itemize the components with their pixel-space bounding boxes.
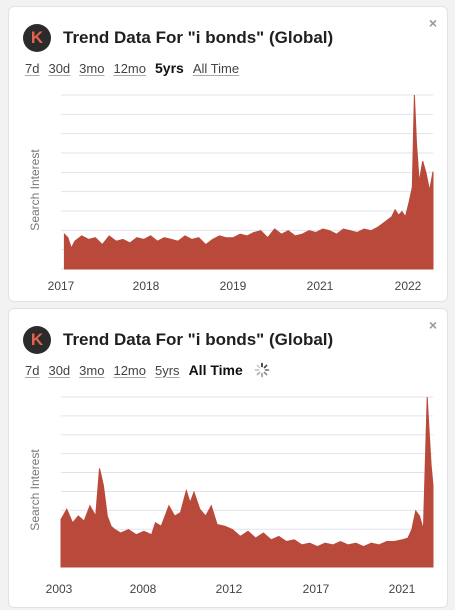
close-icon[interactable]: × (428, 15, 437, 31)
loading-spinner-icon (254, 362, 270, 378)
trend-chart: Search Interest 2003 2008 2012 2017 2021 (28, 396, 434, 596)
y-axis-label: Search Interest (28, 149, 42, 231)
x-tick-label: 2012 (216, 582, 243, 596)
time-range-selector: 7d 30d 3mo 12mo 5yrs All Time (25, 60, 239, 76)
search-interest-area (63, 94, 434, 270)
x-tick-label: 2022 (395, 279, 422, 293)
x-tick-label: 2021 (389, 582, 416, 596)
range-7d[interactable]: 7d (25, 60, 40, 76)
x-tick-label: 2021 (307, 279, 334, 293)
search-interest-area (60, 396, 434, 568)
range-7d[interactable]: 7d (25, 362, 40, 378)
range-all-time[interactable]: All Time (192, 60, 240, 76)
y-axis-label: Search Interest (28, 449, 42, 531)
range-12mo[interactable]: 12mo (113, 60, 146, 76)
range-3mo[interactable]: 3mo (79, 362, 105, 378)
panel-header: K Trend Data For "i bonds" (Global) (23, 325, 333, 355)
range-30d[interactable]: 30d (48, 60, 71, 76)
panel-header: K Trend Data For "i bonds" (Global) (23, 23, 333, 53)
panel-title: Trend Data For "i bonds" (Global) (63, 28, 334, 47)
x-tick-label: 2019 (220, 279, 247, 293)
x-tick-label: 2017 (48, 279, 75, 293)
x-tick-label: 2008 (130, 582, 157, 596)
x-tick-label: 2018 (133, 279, 160, 293)
range-12mo[interactable]: 12mo (113, 362, 146, 378)
time-range-selector: 7d 30d 3mo 12mo 5yrs All Time (25, 362, 270, 378)
range-all-time[interactable]: All Time (188, 362, 243, 378)
range-5yrs[interactable]: 5yrs (155, 362, 180, 378)
range-5yrs[interactable]: 5yrs (155, 60, 184, 76)
range-3mo[interactable]: 3mo (79, 60, 105, 76)
close-icon[interactable]: × (428, 317, 437, 333)
keyword-logo-icon: K (23, 326, 51, 354)
keyword-logo-icon: K (23, 24, 51, 52)
x-tick-label: 2003 (46, 582, 73, 596)
panel-title: Trend Data For "i bonds" (Global) (63, 330, 334, 349)
trend-chart: Search Interest 2017 2018 2019 2021 2022 (28, 94, 434, 293)
range-30d[interactable]: 30d (48, 362, 71, 378)
trend-panel-5yrs: K Trend Data For "i bonds" (Global) × 7d… (8, 6, 448, 302)
trend-panel-all-time: K Trend Data For "i bonds" (Global) × 7d… (8, 308, 448, 608)
x-tick-label: 2017 (303, 582, 330, 596)
